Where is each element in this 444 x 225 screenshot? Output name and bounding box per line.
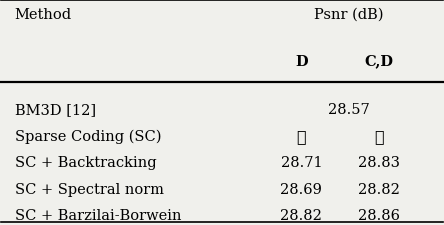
- Text: SC + Backtracking: SC + Backtracking: [15, 155, 156, 169]
- Text: 28.86: 28.86: [357, 208, 400, 222]
- Text: D: D: [295, 54, 308, 68]
- Text: BM3D [12]: BM3D [12]: [15, 102, 96, 116]
- Text: Sparse Coding (SC): Sparse Coding (SC): [15, 129, 161, 143]
- Text: 28.57: 28.57: [328, 102, 370, 116]
- Text: Method: Method: [15, 8, 72, 22]
- Text: 28.82: 28.82: [281, 208, 322, 222]
- Text: 28.69: 28.69: [281, 182, 322, 196]
- Text: SC + Spectral norm: SC + Spectral norm: [15, 182, 164, 196]
- Text: C,D: C,D: [364, 54, 393, 68]
- Text: ✗: ✗: [297, 127, 306, 144]
- Text: Psnr (dB): Psnr (dB): [314, 8, 384, 22]
- Text: ✗: ✗: [374, 127, 384, 144]
- Text: 28.83: 28.83: [357, 155, 400, 169]
- Text: 28.82: 28.82: [358, 182, 400, 196]
- Text: 28.71: 28.71: [281, 155, 322, 169]
- Text: SC + Barzilai-Borwein: SC + Barzilai-Borwein: [15, 208, 181, 222]
